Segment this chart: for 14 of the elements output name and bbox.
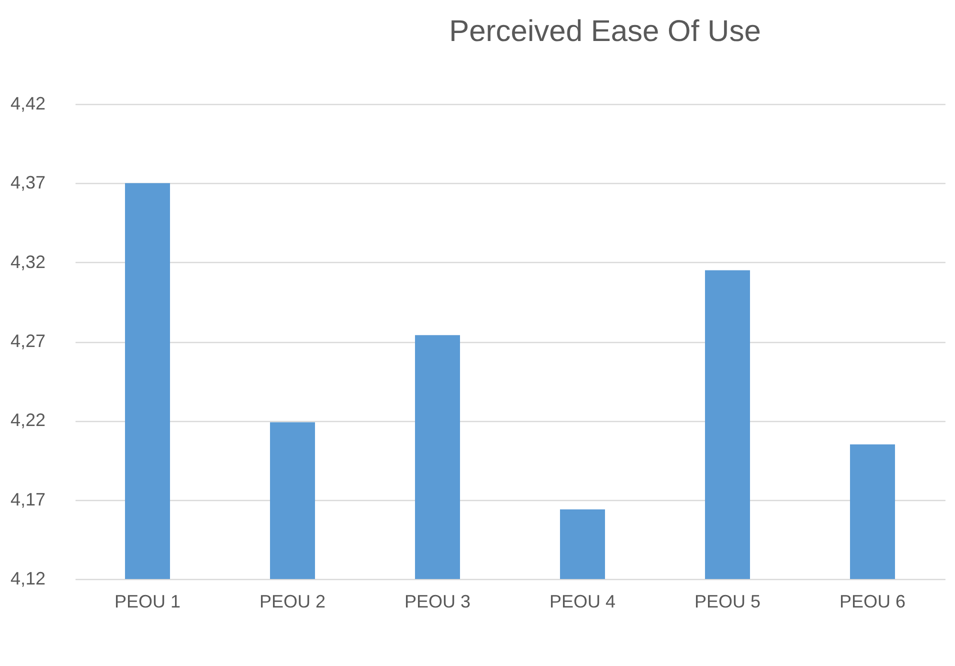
chart-title: Perceived Ease Of Use (449, 15, 761, 48)
y-tick-label: 4,42 (10, 94, 46, 114)
x-tick-label: PEOU 1 (114, 592, 181, 612)
x-tick-label: PEOU 3 (404, 592, 471, 612)
x-tick-label: PEOU 5 (694, 592, 761, 612)
y-tick-label: 4,27 (10, 331, 46, 351)
y-tick-label: 4,37 (10, 172, 46, 193)
x-tick-label: PEOU 6 (839, 592, 906, 612)
x-tick-label: PEOU 4 (549, 592, 616, 612)
x-tick-label: PEOU 2 (259, 592, 326, 612)
y-tick-label: 4,17 (10, 489, 46, 510)
y-tick-label: 4,12 (10, 568, 46, 588)
y-tick-label: 4,32 (10, 252, 46, 272)
y-tick-label: 4,22 (10, 410, 46, 430)
